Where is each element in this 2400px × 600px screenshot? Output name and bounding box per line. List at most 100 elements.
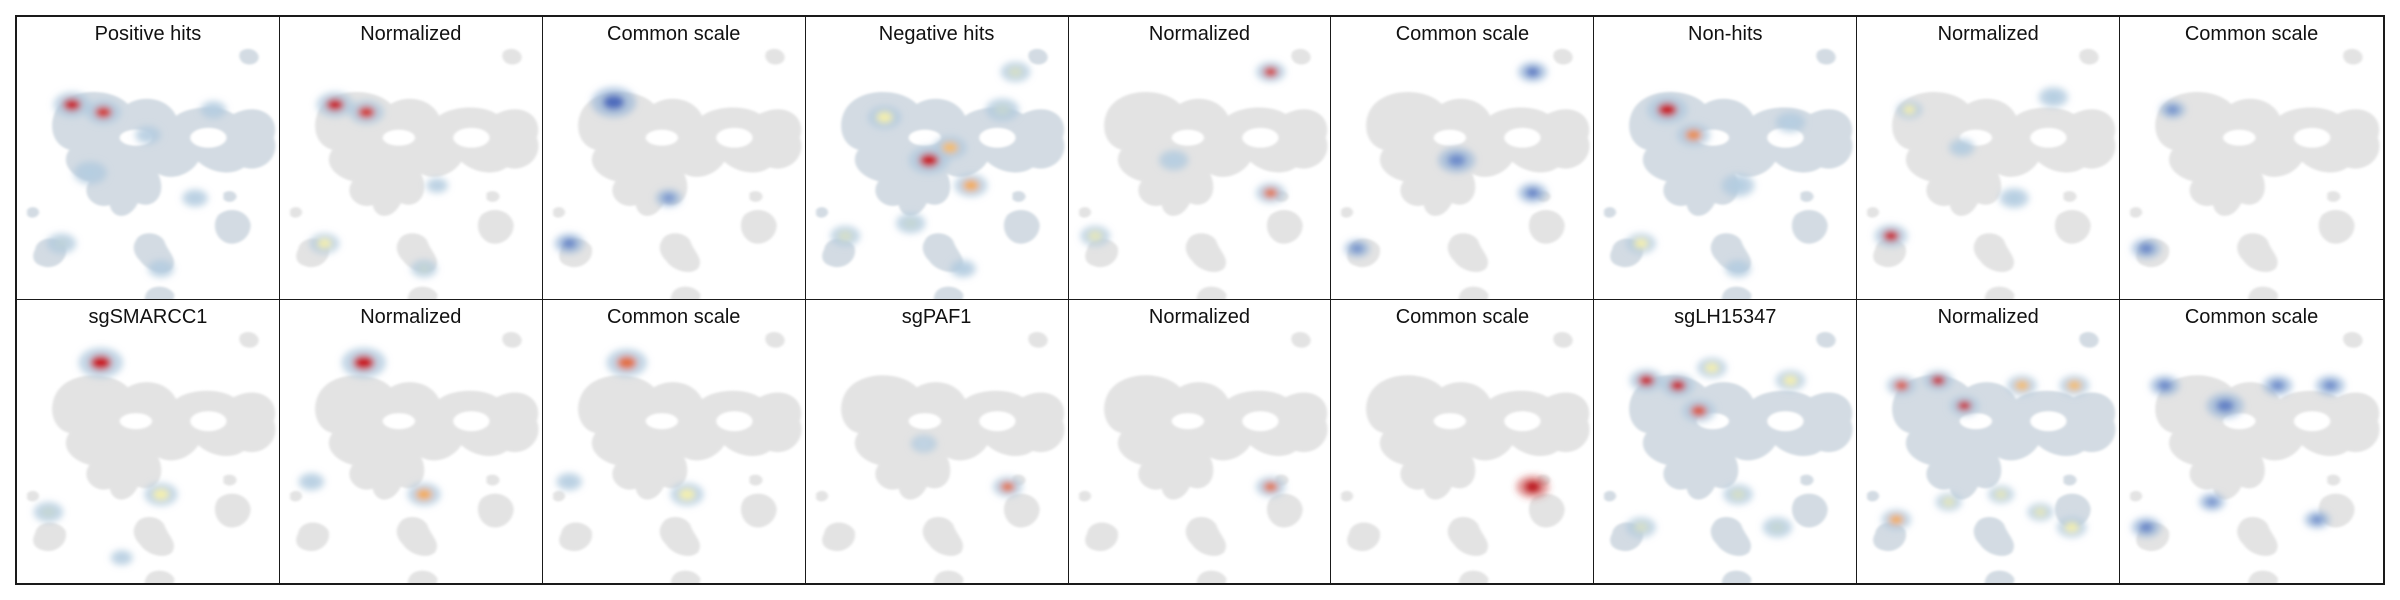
density-hotspot (2007, 193, 2022, 203)
density-hotspot (415, 488, 432, 500)
density-plot (1604, 332, 1853, 583)
density-hotspot (1705, 362, 1720, 373)
embedding-cluster (1792, 209, 1829, 244)
embedding-gap (453, 127, 490, 148)
embedding-cluster (577, 91, 802, 216)
embedding-cluster (477, 209, 514, 244)
density-plot (552, 48, 802, 299)
embedding-layer (552, 48, 802, 299)
density-layer (2131, 100, 2186, 259)
density-layer (830, 61, 1030, 278)
density-hotspot (1263, 481, 1278, 492)
embedding-cluster (2327, 191, 2341, 202)
density-hotspot (1685, 129, 1702, 141)
panel-title: Normalized (1937, 306, 2039, 328)
density-hotspot (2034, 507, 2047, 517)
panel-title: Common scale (2184, 23, 2319, 45)
density-hotspot (1955, 143, 1969, 152)
embedding-cluster (477, 493, 514, 528)
embedding-gap (645, 129, 678, 146)
density-layer (910, 434, 1023, 497)
embedding-cluster (1448, 233, 1489, 272)
density-hotspot (41, 507, 56, 517)
embedding-gap (1767, 127, 1804, 148)
density-hotspot (1670, 380, 1687, 391)
embedding-cluster (1604, 490, 1617, 502)
density-layer (1344, 61, 1548, 258)
embedding-cluster (133, 516, 174, 556)
density-hotspot (678, 488, 695, 500)
panel-r1-c6: Common scale (1331, 17, 1595, 300)
density-hotspot (1087, 231, 1102, 241)
embedding-cluster (749, 474, 763, 486)
density-hotspot (602, 94, 625, 110)
embedding-cluster (815, 490, 828, 502)
density-hotspot (1351, 244, 1364, 253)
embedding-gap (1767, 411, 1804, 432)
panel-title: Normalized (360, 23, 462, 45)
density-hotspot (2216, 399, 2235, 412)
density-hotspot (1526, 67, 1541, 77)
embedding-layer (1867, 332, 2116, 583)
panel-r2-c7: sgLH15347 (1594, 300, 1858, 583)
panel-r1-c4: Negative hits (805, 17, 1069, 300)
embedding-cluster (2055, 209, 2091, 244)
embedding-cluster (486, 191, 500, 202)
density-hotspot (876, 111, 893, 123)
embedding-cluster (2248, 570, 2278, 583)
embedding-gap (2294, 411, 2331, 432)
embedding-gap (1241, 411, 1279, 432)
density-hotspot (153, 488, 170, 500)
density-hotspot (941, 142, 958, 154)
embedding-silhouette (1867, 48, 2116, 299)
embedding-cluster (214, 493, 251, 528)
density-plot (1341, 48, 1590, 299)
embedding-cluster (1341, 490, 1354, 502)
density-hotspot (1957, 400, 1972, 411)
density-hotspot (154, 264, 168, 273)
panel-title: Positive hits (94, 23, 202, 45)
embedding-gap (1171, 413, 1204, 430)
embedding-gap (978, 127, 1016, 148)
density-plot (1078, 48, 1328, 299)
embedding-layer (815, 332, 1065, 583)
embedding-gap (1171, 129, 1204, 146)
embedding-cluster (144, 570, 175, 583)
density-hotspot (1634, 522, 1649, 533)
density-hotspot (2157, 380, 2172, 391)
embedding-cluster (1553, 48, 1574, 65)
embedding-gap (1434, 413, 1467, 430)
embedding-cluster (407, 286, 438, 299)
density-layer (2131, 375, 2346, 538)
embedding-cluster (315, 375, 539, 500)
embedding-silhouette (1078, 48, 1328, 299)
embedding-cluster (1078, 207, 1091, 218)
embedding-cluster (659, 516, 700, 556)
embedding-cluster (1604, 207, 1617, 218)
density-layer (298, 347, 441, 506)
embedding-layer (27, 332, 276, 583)
embedding-cluster (2237, 233, 2278, 272)
embedding-gap (190, 127, 227, 148)
embedding-cluster (1366, 375, 1590, 500)
density-plot (815, 48, 1065, 299)
panel-r1-c9: Common scale (2120, 17, 2383, 300)
density-hotspot (353, 355, 375, 370)
embedding-gap (119, 413, 152, 430)
density-hotspot (1783, 117, 1798, 128)
embedding-cluster (1816, 332, 1837, 348)
embedding-cluster (1973, 233, 2015, 272)
embedding-layer (815, 48, 1065, 299)
panel-r2-c3: Common scale (542, 300, 806, 583)
density-hotspot (994, 104, 1011, 116)
embedding-cluster (33, 522, 67, 552)
density-hotspot (903, 218, 918, 229)
density-plot (27, 48, 276, 299)
density-layer (46, 92, 227, 278)
embedding-cluster (27, 207, 40, 218)
density-hotspot (1263, 67, 1278, 77)
density-hotspot (1638, 374, 1655, 386)
embedding-gap (453, 411, 490, 432)
density-hotspot (1903, 105, 1916, 114)
embedding-cluster (1529, 209, 1566, 244)
